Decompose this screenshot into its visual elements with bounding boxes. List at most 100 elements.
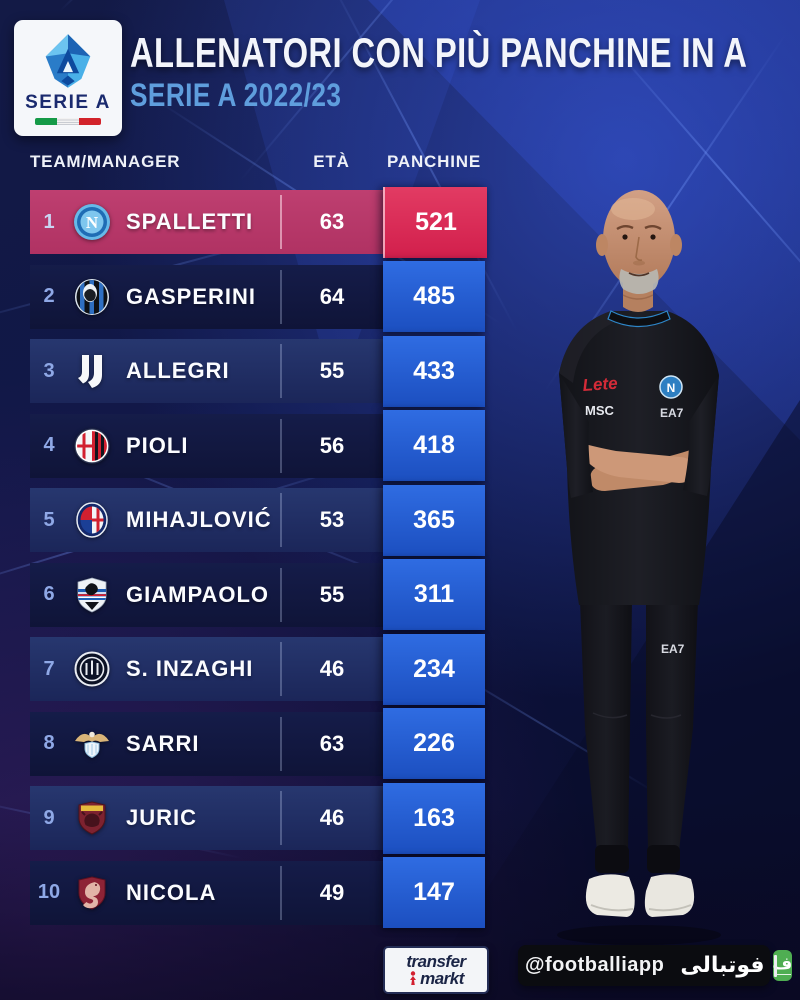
manager-name: SPALLETTI: [126, 209, 254, 234]
manager-name: NICOLA: [126, 879, 217, 905]
manager-name: PIOLI: [126, 432, 189, 458]
shirt-sponsor-lete: Lete: [582, 374, 618, 395]
table-row-torino: 9 JURIC 46 163: [30, 782, 485, 854]
column-divider: [280, 269, 282, 324]
table-row-bologna: 5 MIHAJLOVIĆ 53 365: [30, 484, 485, 556]
eye: [622, 234, 628, 240]
rank-number: 9: [43, 806, 55, 829]
manager-photo-illustration: EA7 Lete MSC N EA7: [557, 190, 721, 945]
collar: [607, 310, 671, 328]
pants-brand-text: EA7: [661, 642, 685, 656]
transfermarkt-line1: transfer: [406, 952, 466, 971]
shirt-brand-ea7: EA7: [660, 406, 684, 420]
goatee: [619, 269, 659, 294]
age-value: 46: [319, 656, 345, 681]
shirt-sponsor-msc: MSC: [585, 403, 615, 418]
age-value: 56: [319, 432, 345, 458]
manager-name: JURIC: [126, 805, 198, 830]
social-handle: @footballiapp: [525, 954, 665, 976]
badge-tail-mark: [774, 955, 777, 977]
age-value: 64: [319, 283, 345, 309]
salernitana-crest-icon: [72, 873, 112, 913]
column-divider: [280, 344, 282, 398]
sneaker-left: [585, 874, 635, 917]
footballi-app-icon: ف: [772, 950, 793, 981]
mouth: [628, 272, 650, 277]
bologna-crest-icon: [72, 500, 112, 540]
table-row-salernitana: 10 NICOLA 49 147: [30, 857, 485, 928]
atalanta-crest-icon: [72, 277, 112, 317]
age-value: 53: [319, 507, 345, 532]
panchine-value: 311: [383, 559, 485, 630]
sleeve-left: [559, 373, 593, 498]
shirt-badge-letter: N: [667, 381, 676, 395]
rank-number: 7: [43, 657, 55, 680]
shirt-napoli-badge: [659, 375, 683, 399]
panchine-value: 163: [383, 782, 485, 854]
column-header-age: ETÀ: [313, 152, 350, 171]
age-value: 46: [319, 805, 345, 830]
age-value: 63: [319, 209, 345, 234]
column-divider: [280, 195, 282, 249]
ground-shadow: [557, 925, 721, 945]
column-divider: [280, 716, 282, 771]
rank-number: 2: [43, 285, 55, 307]
nose: [635, 236, 643, 261]
lazio-crest-icon: [72, 724, 112, 764]
ranking-table: 1 N SPALLETTI 63 521 2 GASPERINI 64 485 …: [30, 186, 487, 935]
transfermarkt-mascot-icon: [410, 971, 417, 985]
eye: [650, 234, 656, 240]
sock-cuff: [647, 845, 680, 873]
serie-a-logo-card: SERIE A: [14, 20, 122, 136]
column-divider: [280, 493, 282, 547]
footballi-badge: @footballiapp فوتبالی ف: [518, 945, 793, 986]
sleeve-right: [683, 375, 719, 496]
sampdoria-crest-icon: [72, 575, 112, 615]
ear: [670, 234, 682, 256]
column-header-panchine: PANCHINE: [387, 152, 481, 171]
table-row-napoli: 1 N SPALLETTI 63 521: [30, 186, 487, 258]
age-value: 55: [319, 581, 345, 607]
eyebrows: [616, 225, 662, 231]
panchine-value: 147: [383, 857, 485, 928]
italy-flag-icon: [35, 117, 101, 125]
milan-crest-icon: [72, 426, 112, 466]
transfermarkt-logo: transfer markt: [383, 946, 489, 994]
panchine-value: 365: [383, 484, 485, 556]
panchine-value: 521: [383, 186, 487, 258]
serie-a-label: SERIE A: [25, 91, 111, 113]
page-subtitle: SERIE A 2022/23: [130, 77, 342, 113]
panchine-value: 226: [383, 708, 485, 779]
table-row-inter: 7 S. INZAGHI 46 234: [30, 633, 485, 705]
table-row-juventus: 3 ALLEGRI 55 433: [30, 335, 485, 407]
table-row-atalanta: 2 GASPERINI 64 485: [30, 261, 485, 332]
panchine-value: 234: [383, 633, 485, 705]
column-header-team-manager: TEAM/MANAGER: [30, 152, 181, 171]
manager-name: ALLEGRI: [126, 358, 230, 383]
rank-number: 4: [43, 434, 55, 456]
rank-number: 8: [43, 732, 55, 754]
age-value: 49: [319, 879, 345, 905]
table-row-lazio: 8 SARRI 63 226: [30, 708, 485, 779]
rank-number: 10: [37, 881, 61, 903]
column-divider: [280, 567, 282, 622]
panchine-value: 418: [383, 410, 485, 481]
age-value: 63: [319, 730, 345, 756]
footballi-brand-name: فوتبالی: [680, 953, 765, 978]
crossed-arm-over: [575, 441, 694, 483]
column-divider: [280, 865, 282, 920]
panchine-value: 485: [383, 261, 485, 332]
laser-line: [59, 0, 234, 12]
serie-a-mark-icon: [45, 33, 91, 88]
manager-name: SARRI: [126, 730, 200, 756]
manager-name: S. INZAGHI: [126, 656, 254, 681]
pants-right-leg: [646, 601, 698, 851]
table-row-milan: 4 PIOLI 56 418: [30, 410, 485, 481]
transfermarkt-line2: markt: [408, 970, 464, 987]
torino-crest-icon: [72, 798, 112, 838]
manager-name: GIAMPAOLO: [126, 581, 270, 607]
sneaker-right: [644, 874, 695, 917]
rank-number: 6: [43, 583, 55, 605]
napoli-crest-icon: N: [72, 202, 112, 242]
